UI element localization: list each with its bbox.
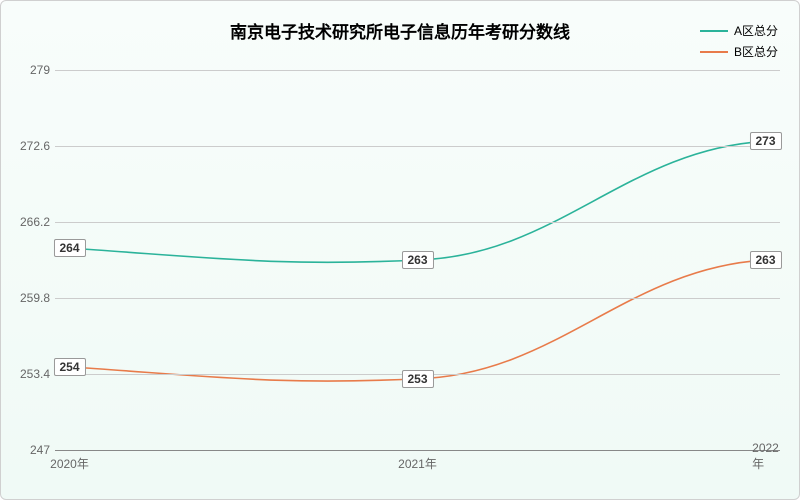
legend-label-a: A区总分 [734, 22, 778, 39]
chart-title: 南京电子技术研究所电子信息历年考研分数线 [230, 18, 570, 43]
legend-swatch-a [700, 30, 728, 32]
x-axis-label: 2021年 [398, 455, 437, 472]
legend: A区总分 B区总分 [700, 22, 778, 64]
data-point-label: 254 [53, 358, 85, 376]
gridline [55, 70, 780, 71]
series-line [70, 141, 766, 262]
gridline [55, 450, 780, 451]
gridline [55, 298, 780, 299]
chart-container: 南京电子技术研究所电子信息历年考研分数线 A区总分 B区总分 247253.42… [0, 0, 800, 500]
x-axis-label: 2020年 [50, 455, 89, 472]
x-axis-label: 2022年 [752, 441, 779, 472]
y-axis-label: 259.8 [10, 291, 50, 305]
gridline [55, 222, 780, 223]
legend-label-b: B区总分 [734, 43, 778, 60]
series-line [70, 260, 766, 381]
legend-swatch-b [700, 51, 728, 53]
legend-item-b: B区总分 [700, 43, 778, 60]
y-axis-label: 247 [10, 443, 50, 457]
y-axis-label: 272.6 [10, 139, 50, 153]
data-point-label: 264 [53, 239, 85, 257]
data-point-label: 253 [401, 370, 433, 388]
legend-item-a: A区总分 [700, 22, 778, 39]
data-point-label: 263 [749, 251, 781, 269]
y-axis-label: 253.4 [10, 367, 50, 381]
y-axis-label: 266.2 [10, 215, 50, 229]
data-point-label: 263 [401, 251, 433, 269]
y-axis-label: 279 [10, 63, 50, 77]
data-point-label: 273 [749, 132, 781, 150]
plot-area: 247253.4259.8266.2272.62792020年2021年2022… [55, 70, 780, 450]
gridline [55, 146, 780, 147]
